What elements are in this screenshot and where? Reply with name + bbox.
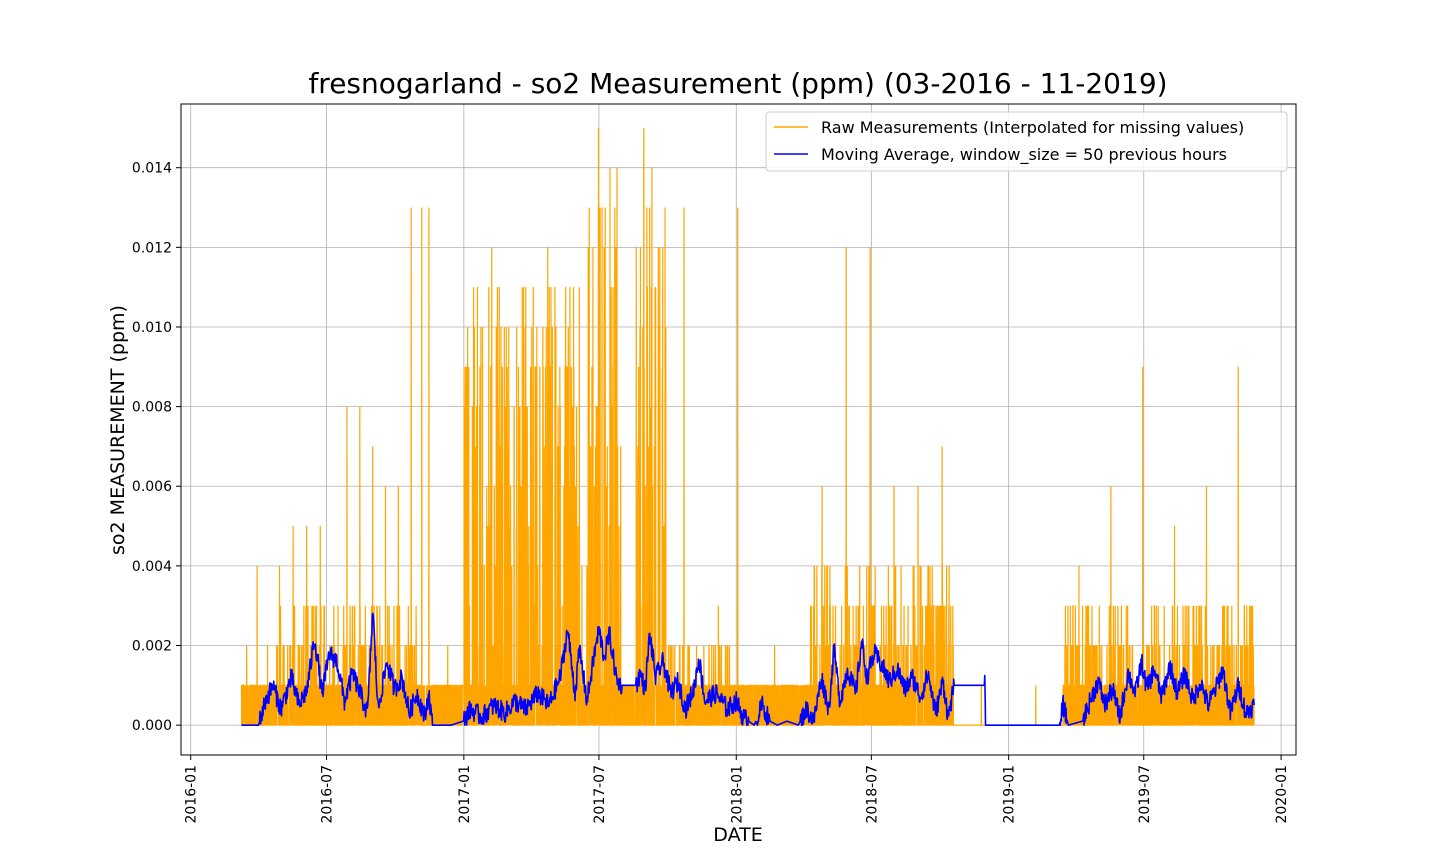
x-tick-label: 2018-01 xyxy=(729,765,745,824)
legend-box xyxy=(765,111,1288,172)
y-tick-label: 0.010 xyxy=(132,320,172,336)
x-tick-label: 2017-07 xyxy=(592,765,608,824)
y-tick-label: 0.000 xyxy=(132,718,172,734)
legend-label-average: Moving Average, window_size = 50 previou… xyxy=(821,145,1227,165)
x-tick-label: 2016-07 xyxy=(320,765,336,824)
x-tick-label: 2019-01 xyxy=(1002,765,1018,824)
x-axis-title: DATE xyxy=(713,824,762,846)
x-tick-label: 2017-01 xyxy=(457,765,473,824)
plot-area xyxy=(240,127,1256,726)
x-tick-label: 2019-07 xyxy=(1137,765,1153,824)
moving-average-line xyxy=(241,612,1256,726)
y-tick-label: 0.014 xyxy=(132,161,172,177)
y-axis-title: so2 MEASUREMENT (ppm) xyxy=(107,305,129,555)
legend: Raw Measurements (Interpolated for missi… xyxy=(765,111,1288,172)
y-tick-label: 0.008 xyxy=(132,400,172,416)
y-tick-label: 0.006 xyxy=(132,479,172,495)
chart-title: fresnogarland - so2 Measurement (ppm) (0… xyxy=(308,67,1167,100)
plot-frame xyxy=(180,103,1297,756)
raw-measurements-line xyxy=(240,127,1255,726)
raw-measurements-series xyxy=(240,127,1255,726)
x-tick-label: 2016-01 xyxy=(184,765,200,824)
x-tick-label: 2020-01 xyxy=(1274,765,1290,824)
moving-average-series xyxy=(241,612,1256,726)
y-axis-ticks: 0.000 0.002 0.004 0.006 0.008 0.010 0.012 0.014 xyxy=(132,161,181,734)
legend-label-raw: Raw Measurements (Interpolated for missi… xyxy=(821,118,1244,137)
x-axis-ticks: 2016-01 2016-07 2017-01 2017-07 2018-01 2018-… xyxy=(184,755,1290,824)
y-tick-label: 0.012 xyxy=(132,240,172,256)
x-tick-label: 2018-07 xyxy=(864,765,880,824)
y-tick-label: 0.002 xyxy=(132,639,172,655)
y-tick-label: 0.004 xyxy=(132,559,172,575)
